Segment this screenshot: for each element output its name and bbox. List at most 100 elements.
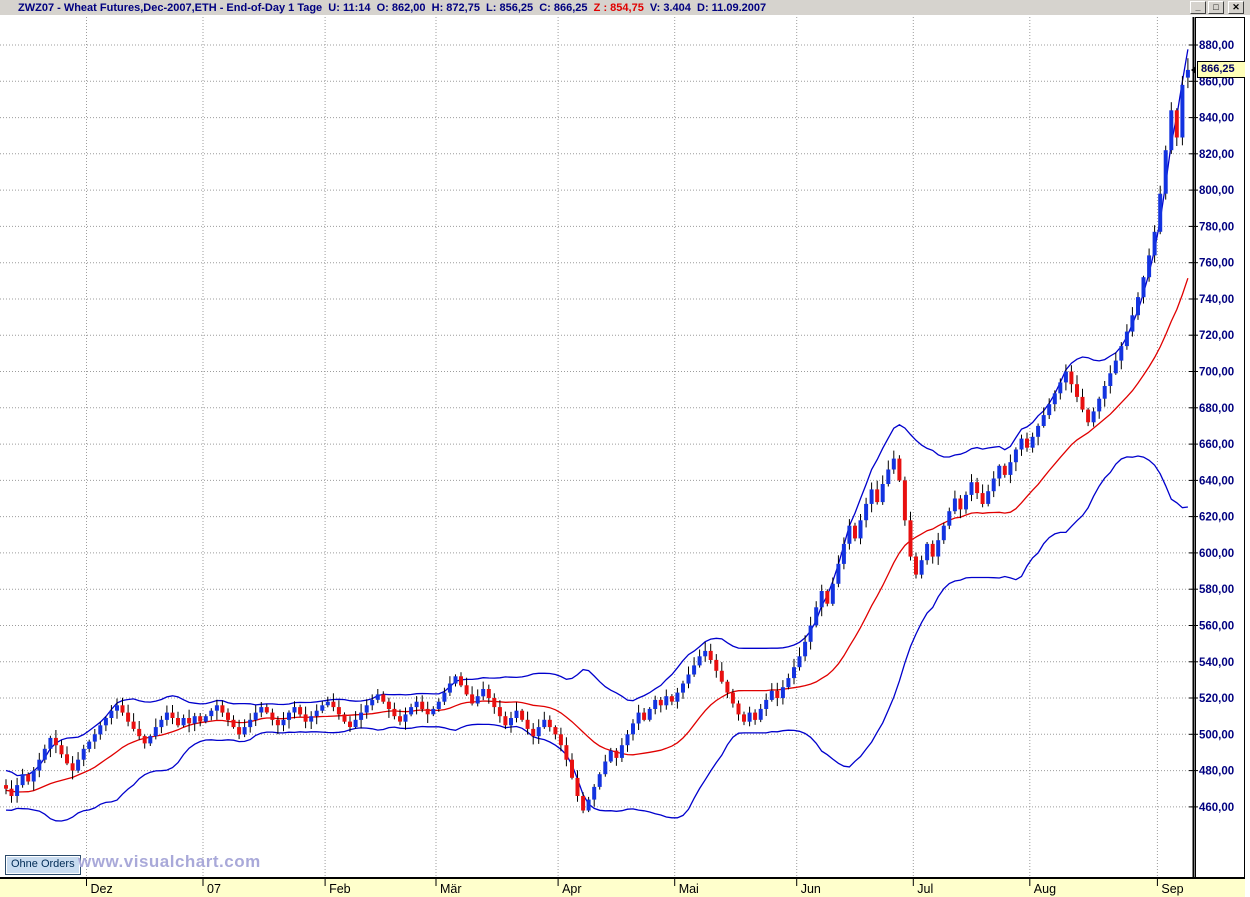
candle xyxy=(858,520,863,539)
candle xyxy=(608,750,613,762)
candle xyxy=(214,705,219,711)
candle xyxy=(248,719,253,728)
candle xyxy=(164,712,169,720)
candle xyxy=(353,719,358,728)
candle xyxy=(309,716,314,722)
candle xyxy=(964,494,968,510)
svg-text:860,00: 860,00 xyxy=(1199,76,1234,88)
candle xyxy=(1185,69,1190,78)
candle xyxy=(431,708,436,715)
candle xyxy=(570,759,574,778)
candle xyxy=(531,728,536,737)
candle xyxy=(941,525,946,541)
candle xyxy=(87,741,92,749)
candle xyxy=(658,699,663,706)
candle xyxy=(137,728,142,737)
candle xyxy=(1113,360,1118,374)
candle xyxy=(226,712,230,720)
candle xyxy=(442,692,447,702)
candle xyxy=(76,759,81,771)
candle xyxy=(714,659,719,671)
candle xyxy=(936,540,941,557)
candle xyxy=(292,707,297,713)
candle xyxy=(636,712,641,724)
candle xyxy=(664,696,669,706)
candle xyxy=(1036,425,1041,437)
candle xyxy=(298,707,303,715)
candle xyxy=(642,712,647,720)
candle xyxy=(176,718,180,726)
candle xyxy=(930,543,935,557)
candle xyxy=(126,712,131,722)
candle xyxy=(142,736,147,744)
candle xyxy=(880,484,885,503)
candle xyxy=(980,493,985,504)
candle xyxy=(1013,449,1018,463)
orders-status-button[interactable]: Ohne Orders xyxy=(5,855,81,875)
candle xyxy=(736,703,741,715)
candle xyxy=(26,774,31,782)
candle xyxy=(503,716,508,726)
candle xyxy=(597,774,602,787)
candle xyxy=(287,712,291,720)
candle xyxy=(1152,231,1157,256)
candle xyxy=(1124,331,1129,347)
candle xyxy=(864,503,869,521)
candle xyxy=(986,491,991,504)
candle xyxy=(1086,409,1091,423)
candle xyxy=(558,734,563,746)
svg-text:660,00: 660,00 xyxy=(1199,439,1234,451)
candle xyxy=(115,705,119,711)
candle xyxy=(148,736,153,744)
minimize-button[interactable]: _ xyxy=(1190,1,1206,14)
candle xyxy=(830,583,835,604)
svg-text:700,00: 700,00 xyxy=(1199,367,1234,379)
candle xyxy=(170,712,175,718)
candle xyxy=(370,699,375,706)
candle xyxy=(1058,382,1063,394)
title-bar[interactable]: ZWZ07 - Wheat Futures,Dec-2007,ETH - End… xyxy=(0,0,1250,15)
candle xyxy=(625,734,630,746)
candle xyxy=(908,520,913,557)
candle xyxy=(703,650,708,657)
candle xyxy=(1041,415,1046,426)
candle xyxy=(53,737,58,746)
candle xyxy=(1025,438,1029,448)
candle xyxy=(786,678,791,688)
candle xyxy=(314,710,319,717)
candle xyxy=(814,607,819,626)
candle xyxy=(997,465,1002,479)
candle xyxy=(481,689,486,697)
price-chart[interactable]: 880,00 860,00 840,00 820,00 800,00 780,00 760,… xyxy=(0,15,1250,897)
candle xyxy=(769,690,774,700)
candle xyxy=(1002,465,1007,475)
window-right-edge xyxy=(1245,15,1250,897)
candle xyxy=(231,719,236,728)
close-button[interactable]: ✕ xyxy=(1228,1,1244,14)
candle xyxy=(947,511,952,526)
candle xyxy=(725,681,730,693)
candle xyxy=(81,748,86,760)
candle xyxy=(348,721,352,727)
candle xyxy=(1163,150,1168,194)
candle xyxy=(536,727,541,737)
svg-text:840,00: 840,00 xyxy=(1199,113,1234,125)
svg-text:540,00: 540,00 xyxy=(1199,657,1234,669)
candle xyxy=(542,719,547,728)
svg-text:680,00: 680,00 xyxy=(1199,403,1234,415)
candle xyxy=(198,716,203,722)
svg-text:460,00: 460,00 xyxy=(1199,802,1234,814)
candle xyxy=(281,719,286,726)
candle xyxy=(364,705,369,713)
candle xyxy=(764,699,769,709)
candle xyxy=(103,718,108,726)
candle xyxy=(1130,315,1135,332)
maximize-button[interactable]: □ xyxy=(1208,1,1224,14)
candle xyxy=(131,721,136,729)
x-axis-strip xyxy=(0,879,1250,897)
svg-text:Sep: Sep xyxy=(1161,882,1183,896)
bollinger-mid-line xyxy=(5,277,1189,793)
candle xyxy=(320,705,325,711)
candle xyxy=(275,719,280,726)
